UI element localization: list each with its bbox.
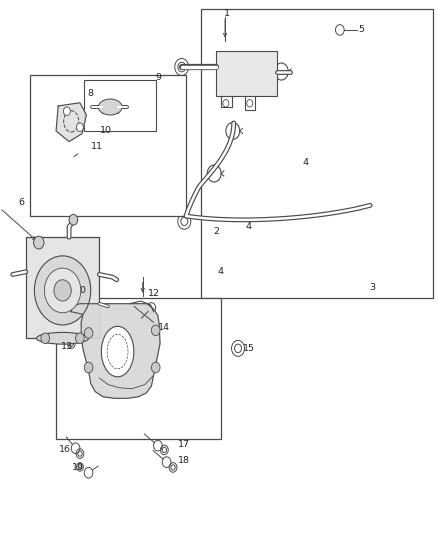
- Bar: [102, 101, 118, 114]
- Text: 16: 16: [59, 446, 71, 455]
- Circle shape: [152, 325, 160, 336]
- Circle shape: [84, 328, 93, 338]
- Bar: [56, 298, 221, 439]
- Text: 10: 10: [100, 126, 112, 135]
- Circle shape: [54, 280, 71, 301]
- Text: 17: 17: [178, 440, 190, 449]
- Text: 4: 4: [218, 268, 224, 276]
- Circle shape: [69, 214, 78, 225]
- Text: 13: 13: [61, 342, 73, 351]
- Bar: [26, 237, 99, 338]
- Bar: [201, 9, 433, 298]
- Text: 8: 8: [88, 89, 94, 98]
- Bar: [216, 51, 277, 96]
- Circle shape: [84, 362, 93, 373]
- Text: 6: 6: [18, 198, 25, 207]
- Circle shape: [44, 268, 81, 313]
- Circle shape: [76, 333, 84, 344]
- Circle shape: [64, 107, 71, 116]
- Ellipse shape: [101, 326, 134, 377]
- Circle shape: [41, 333, 49, 344]
- Circle shape: [34, 236, 44, 249]
- Text: 1: 1: [224, 10, 230, 19]
- Text: 3: 3: [369, 283, 375, 292]
- Circle shape: [35, 256, 91, 325]
- Circle shape: [77, 123, 83, 132]
- Text: 2: 2: [213, 228, 219, 237]
- Text: 12: 12: [148, 288, 159, 297]
- Ellipse shape: [98, 99, 122, 115]
- Text: 4: 4: [302, 158, 308, 167]
- Text: 5: 5: [358, 26, 364, 35]
- Text: 15: 15: [243, 344, 255, 353]
- Polygon shape: [71, 304, 160, 398]
- Text: 18: 18: [178, 456, 190, 465]
- Text: 14: 14: [159, 323, 170, 332]
- Ellipse shape: [37, 333, 88, 344]
- Text: 7: 7: [62, 108, 68, 117]
- Text: 4: 4: [246, 222, 252, 231]
- Bar: [84, 80, 156, 131]
- Text: 20: 20: [74, 286, 86, 295]
- Polygon shape: [56, 103, 86, 142]
- Text: 19: 19: [72, 463, 84, 472]
- Circle shape: [152, 362, 160, 373]
- Text: 9: 9: [155, 73, 161, 82]
- Text: 11: 11: [91, 142, 103, 151]
- Bar: [30, 75, 186, 216]
